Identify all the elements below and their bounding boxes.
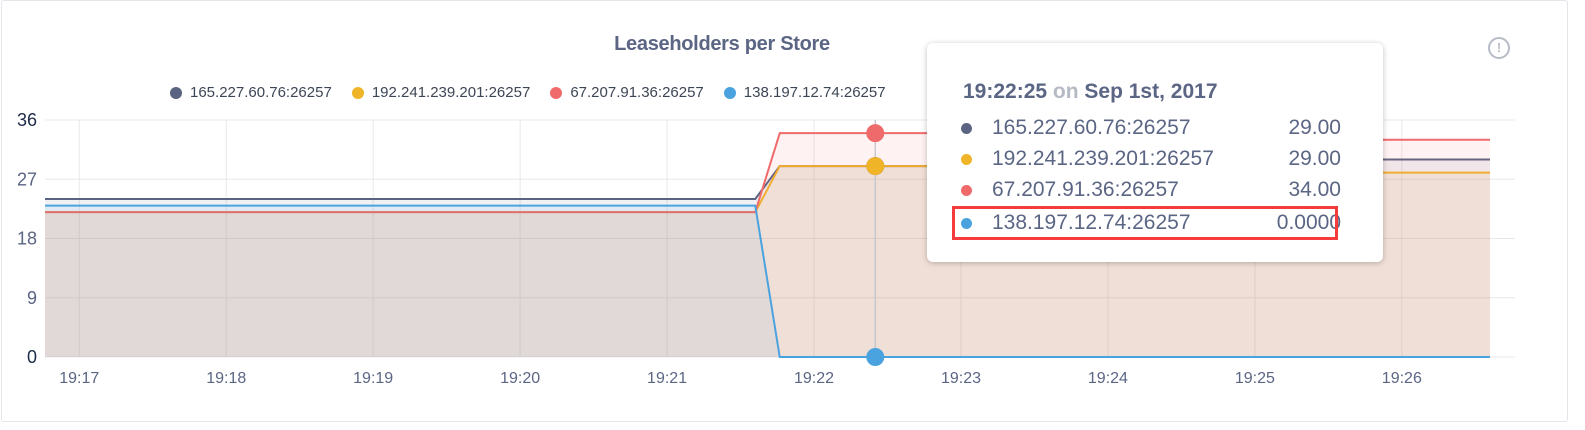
tooltip-on: on	[1052, 80, 1079, 103]
tooltip-row: 165.227.60.76:26257 29.00	[961, 113, 1341, 143]
tooltip: 19:22:25 on Sep 1st, 2017 165.227.60.76:…	[927, 43, 1383, 262]
tooltip-date: Sep 1st, 2017	[1084, 80, 1218, 103]
x-tick-label: 19:24	[1088, 370, 1128, 387]
tooltip-series: 165.227.60.76:26257	[992, 116, 1191, 139]
tooltip-series: 67.207.91.36:26257	[992, 178, 1179, 201]
legend-dot	[170, 86, 182, 99]
series-dot	[961, 153, 972, 165]
legend-dot	[351, 86, 364, 99]
series-dot	[961, 184, 972, 196]
y-tick-label: 27	[17, 169, 37, 189]
tooltip-series: 138.197.12.74:26257	[992, 211, 1191, 234]
tooltip-header: 19:22:25 on Sep 1st, 2017	[963, 80, 1218, 104]
tooltip-value: 29.00	[1288, 147, 1341, 170]
legend-item[interactable]: 165.227.60.76:26257	[170, 84, 332, 101]
tooltip-row: 192.241.239.201:26257 29.00	[961, 144, 1341, 174]
legend-dot	[723, 86, 736, 99]
series-dot	[961, 122, 972, 134]
tooltip-value: 0.0000	[1276, 211, 1341, 234]
info-icon[interactable]: !	[1488, 37, 1510, 59]
tooltip-value: 29.00	[1288, 116, 1341, 139]
series-dot	[961, 217, 972, 229]
legend-label: 67.207.91.36:26257	[570, 84, 704, 101]
y-tick-label: 9	[27, 288, 37, 308]
y-tick-label: 18	[17, 229, 37, 249]
legend-item[interactable]: 138.197.12.74:26257	[723, 84, 886, 101]
x-tick-label: 19:19	[353, 370, 393, 387]
x-tick-label: 19:23	[941, 370, 981, 387]
x-tick-label: 19:17	[59, 370, 99, 387]
hover-point	[866, 124, 885, 143]
legend-item[interactable]: 67.207.91.36:26257	[550, 84, 704, 101]
x-tick-label: 19:22	[794, 370, 834, 387]
tooltip-series: 192.241.239.201:26257	[992, 147, 1214, 170]
hover-point	[866, 348, 885, 366]
chart-title: Leaseholders per Store	[614, 33, 830, 55]
tooltip-row: 67.207.91.36:26257 34.00	[961, 175, 1341, 205]
legend-dot	[550, 86, 563, 99]
legend-label: 138.197.12.74:26257	[743, 84, 886, 101]
highlight-box	[952, 206, 1338, 240]
legend: 165.227.60.76:26257 192.241.239.201:2625…	[170, 84, 906, 101]
tooltip-row: 138.197.12.74:26257 0.0000	[961, 208, 1341, 238]
series-line	[45, 204, 1490, 358]
series-area	[45, 205, 1490, 357]
y-tick-label: 0	[27, 347, 37, 367]
legend-label: 165.227.60.76:26257	[190, 84, 332, 101]
x-tick-label: 19:25	[1235, 370, 1275, 387]
x-tick-label: 19:21	[647, 370, 687, 387]
x-tick-label: 19:20	[500, 370, 540, 387]
legend-item[interactable]: 192.241.239.201:26257	[351, 84, 531, 101]
x-tick-label: 19:18	[206, 370, 246, 387]
hover-point	[866, 157, 885, 176]
y-tick-label: 36	[17, 110, 37, 130]
legend-label: 192.241.239.201:26257	[371, 84, 531, 101]
x-tick-label: 19:26	[1382, 370, 1422, 387]
tooltip-value: 34.00	[1288, 178, 1341, 201]
tooltip-time: 19:22:25	[963, 80, 1048, 103]
